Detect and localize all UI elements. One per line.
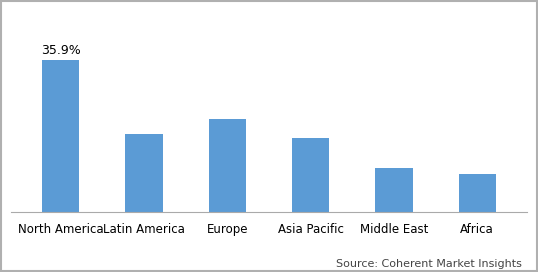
Bar [42, 60, 80, 212]
Text: 35.9%: 35.9% [41, 44, 81, 57]
Bar [125, 134, 163, 212]
Bar [375, 168, 413, 212]
Bar [292, 138, 329, 212]
Bar [209, 119, 246, 212]
Text: Source: Coherent Market Insights: Source: Coherent Market Insights [336, 259, 522, 269]
Bar [458, 174, 496, 212]
